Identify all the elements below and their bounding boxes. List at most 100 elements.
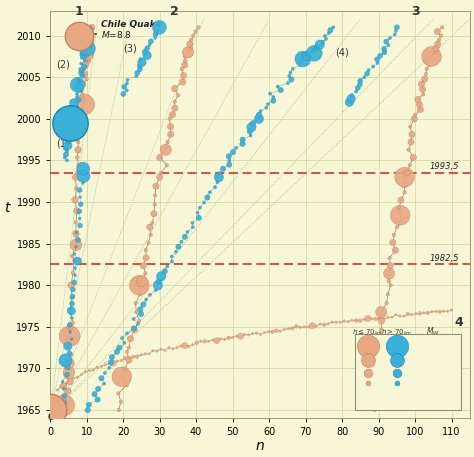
Point — [181, 53, 189, 60]
Point — [79, 72, 86, 80]
Point — [68, 314, 76, 321]
Point — [371, 406, 378, 414]
Point — [164, 138, 172, 146]
Point — [68, 112, 75, 119]
Point — [380, 45, 388, 53]
Point — [91, 391, 98, 398]
Point — [232, 144, 240, 152]
Point — [417, 106, 424, 113]
Point — [325, 29, 333, 37]
Point — [83, 75, 91, 83]
Point — [237, 333, 245, 340]
Point — [385, 270, 393, 277]
Point — [59, 406, 66, 414]
Point — [64, 388, 72, 395]
Point — [157, 272, 165, 280]
Point — [416, 101, 423, 108]
Point — [397, 197, 405, 204]
Point — [74, 75, 82, 82]
Point — [84, 45, 92, 52]
Point — [408, 131, 416, 138]
Text: $M$=8.8: $M$=8.8 — [101, 28, 132, 39]
Point — [75, 208, 83, 215]
Point — [406, 123, 414, 130]
Point — [364, 356, 372, 364]
Point — [171, 105, 179, 112]
Point — [146, 291, 154, 298]
Point — [70, 99, 78, 106]
Point — [81, 48, 88, 55]
Point — [85, 58, 93, 65]
Point — [233, 332, 240, 340]
Point — [405, 146, 412, 154]
Point — [84, 33, 92, 40]
Point — [137, 55, 145, 63]
Point — [187, 44, 195, 52]
Point — [407, 138, 415, 146]
Point — [327, 27, 334, 34]
Point — [84, 406, 91, 414]
Point — [301, 323, 308, 330]
Point — [436, 308, 444, 315]
Text: $M_W$: $M_W$ — [426, 325, 440, 338]
Point — [354, 84, 362, 91]
Point — [125, 356, 133, 364]
Point — [59, 378, 66, 385]
Point — [448, 306, 456, 314]
Point — [150, 210, 158, 218]
Point — [401, 189, 409, 196]
Point — [76, 215, 83, 222]
Point — [206, 189, 214, 196]
Point — [165, 344, 173, 351]
Point — [289, 324, 296, 332]
Point — [71, 271, 79, 279]
Point — [270, 97, 277, 104]
Point — [90, 367, 97, 374]
Point — [77, 66, 85, 74]
Point — [346, 99, 353, 106]
Point — [164, 263, 171, 270]
Point — [82, 54, 90, 62]
Point — [146, 223, 154, 231]
Text: (3): (3) — [124, 43, 137, 53]
Point — [63, 157, 71, 164]
Y-axis label: $t$: $t$ — [4, 201, 12, 214]
Point — [288, 76, 295, 83]
Point — [411, 111, 419, 118]
Point — [116, 344, 123, 351]
Point — [360, 316, 368, 323]
Point — [171, 98, 179, 105]
Text: $h{\leq}70_{km}$: $h{\leq}70_{km}$ — [352, 328, 383, 338]
Text: $h{>}70_{km}$: $h{>}70_{km}$ — [381, 328, 412, 338]
Point — [68, 117, 76, 125]
Point — [68, 351, 75, 358]
Point — [186, 40, 194, 48]
Point — [142, 247, 150, 254]
Point — [72, 241, 80, 249]
Point — [277, 86, 284, 94]
Point — [215, 174, 223, 181]
Point — [181, 342, 189, 349]
Point — [61, 399, 68, 407]
Point — [209, 336, 217, 344]
Point — [257, 107, 264, 115]
Point — [121, 365, 129, 372]
Text: 3: 3 — [411, 5, 419, 18]
Point — [155, 24, 163, 31]
Point — [393, 379, 401, 386]
Point — [61, 397, 69, 404]
Point — [253, 329, 260, 337]
Text: (4): (4) — [335, 48, 349, 57]
Point — [195, 24, 202, 31]
Point — [269, 328, 276, 335]
Point — [416, 310, 424, 317]
Point — [418, 80, 425, 88]
Point — [356, 317, 364, 324]
Point — [281, 325, 288, 333]
Point — [423, 57, 430, 64]
Point — [151, 192, 159, 199]
Point — [127, 335, 134, 342]
Point — [73, 154, 81, 161]
Point — [146, 41, 153, 48]
Point — [63, 145, 70, 152]
